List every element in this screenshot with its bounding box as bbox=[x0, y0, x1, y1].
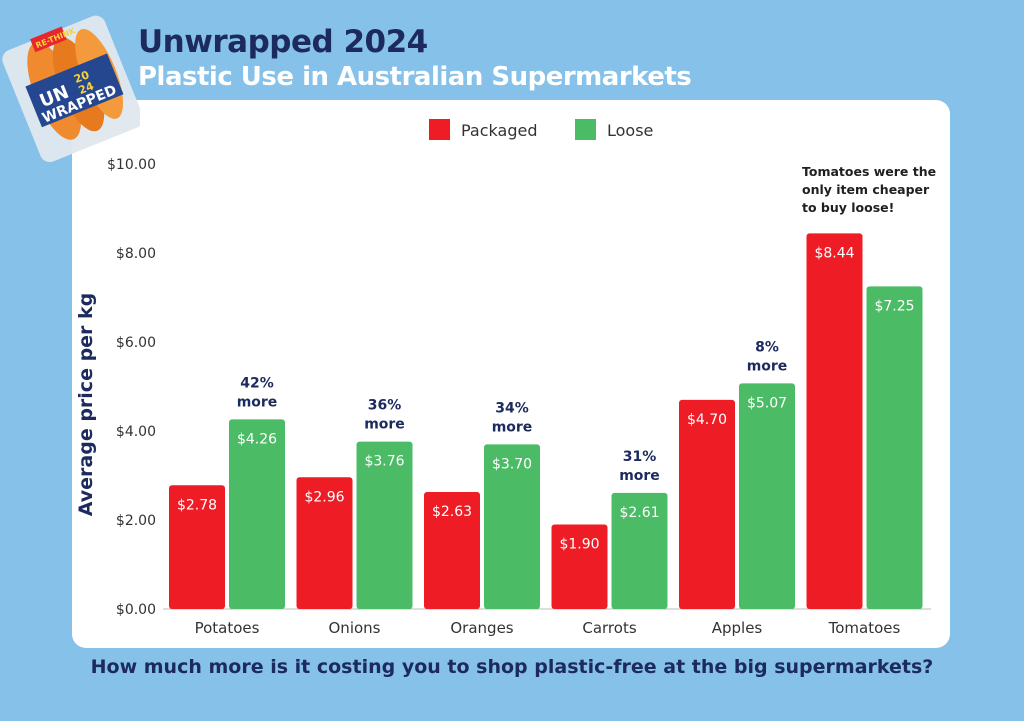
bar-loose-carrots bbox=[611, 492, 668, 609]
annotation-oranges: 34% bbox=[495, 400, 529, 416]
annotation-tomatoes: to buy loose! bbox=[802, 200, 894, 215]
annotation-apples: 8% bbox=[755, 339, 779, 355]
x-tick-label: Oranges bbox=[450, 619, 513, 637]
bar-packaged-carrots bbox=[551, 524, 608, 609]
data-label-packaged-apples: $4.70 bbox=[687, 412, 727, 428]
annotation-apples: more bbox=[747, 358, 788, 374]
footer-question: How much more is it costing you to shop … bbox=[90, 656, 934, 678]
bar-loose-tomatoes bbox=[866, 286, 923, 609]
annotation-onions: 36% bbox=[368, 398, 402, 414]
annotation-potatoes: more bbox=[237, 394, 278, 410]
annotation-oranges: more bbox=[492, 419, 533, 435]
annotation-onions: more bbox=[364, 417, 405, 433]
logo-year-bottom: 24 bbox=[77, 79, 96, 97]
x-tick-label: Onions bbox=[329, 619, 381, 637]
y-tick-label: $4.00 bbox=[116, 424, 156, 440]
data-label-packaged-potatoes: $2.78 bbox=[177, 497, 217, 513]
bar-loose-potatoes bbox=[229, 419, 285, 609]
legend-label-packaged: Packaged bbox=[461, 121, 537, 140]
annotation-carrots: more bbox=[619, 468, 660, 484]
bar-packaged-tomatoes bbox=[806, 233, 863, 610]
chart-title: Unwrapped 2024 bbox=[138, 24, 428, 60]
x-tick-label: Apples bbox=[712, 619, 763, 637]
annotation-tomatoes: only item cheaper bbox=[802, 182, 930, 197]
y-tick-label: $2.00 bbox=[116, 513, 156, 529]
legend-swatch-packaged bbox=[429, 119, 450, 140]
data-label-loose-carrots: $2.61 bbox=[619, 505, 659, 521]
y-tick-label: $6.00 bbox=[116, 335, 156, 351]
bar-packaged-oranges bbox=[424, 491, 480, 609]
bar-loose-oranges bbox=[484, 444, 540, 609]
data-label-packaged-carrots: $1.90 bbox=[559, 536, 599, 552]
x-tick-label: Tomatoes bbox=[828, 619, 901, 637]
y-axis-label: Average price per kg bbox=[75, 293, 97, 517]
x-tick-label: Carrots bbox=[582, 619, 636, 637]
data-label-packaged-onions: $2.96 bbox=[304, 489, 344, 505]
bar-packaged-potatoes bbox=[169, 485, 225, 609]
data-label-loose-oranges: $3.70 bbox=[492, 456, 532, 472]
data-label-loose-potatoes: $4.26 bbox=[237, 431, 277, 447]
chart-subtitle: Plastic Use in Australian Supermarkets bbox=[138, 62, 692, 92]
bar-packaged-apples bbox=[679, 399, 735, 609]
annotation-tomatoes: Tomatoes were the bbox=[802, 164, 936, 179]
bar-packaged-onions bbox=[296, 477, 353, 609]
data-label-loose-tomatoes: $7.25 bbox=[874, 298, 914, 314]
legend-swatch-loose bbox=[575, 119, 596, 140]
annotation-carrots: 31% bbox=[623, 449, 657, 465]
data-label-loose-apples: $5.07 bbox=[747, 395, 787, 411]
y-tick-label: $8.00 bbox=[116, 246, 156, 262]
data-label-packaged-oranges: $2.63 bbox=[432, 504, 472, 520]
bar-loose-apples bbox=[739, 383, 795, 609]
data-label-loose-onions: $3.76 bbox=[364, 454, 404, 470]
data-label-packaged-tomatoes: $8.44 bbox=[814, 245, 854, 261]
product-bag-logo: UN 20 24 WRAPPED RE-THINK bbox=[2, 15, 140, 163]
annotation-potatoes: 42% bbox=[240, 375, 274, 391]
logo-year-top: 20 bbox=[72, 68, 91, 86]
y-tick-label: $0.00 bbox=[116, 602, 156, 618]
y-tick-label: $10.00 bbox=[107, 157, 156, 173]
legend-label-loose: Loose bbox=[607, 121, 653, 140]
x-tick-label: Potatoes bbox=[195, 619, 260, 637]
bar-loose-onions bbox=[356, 441, 413, 609]
